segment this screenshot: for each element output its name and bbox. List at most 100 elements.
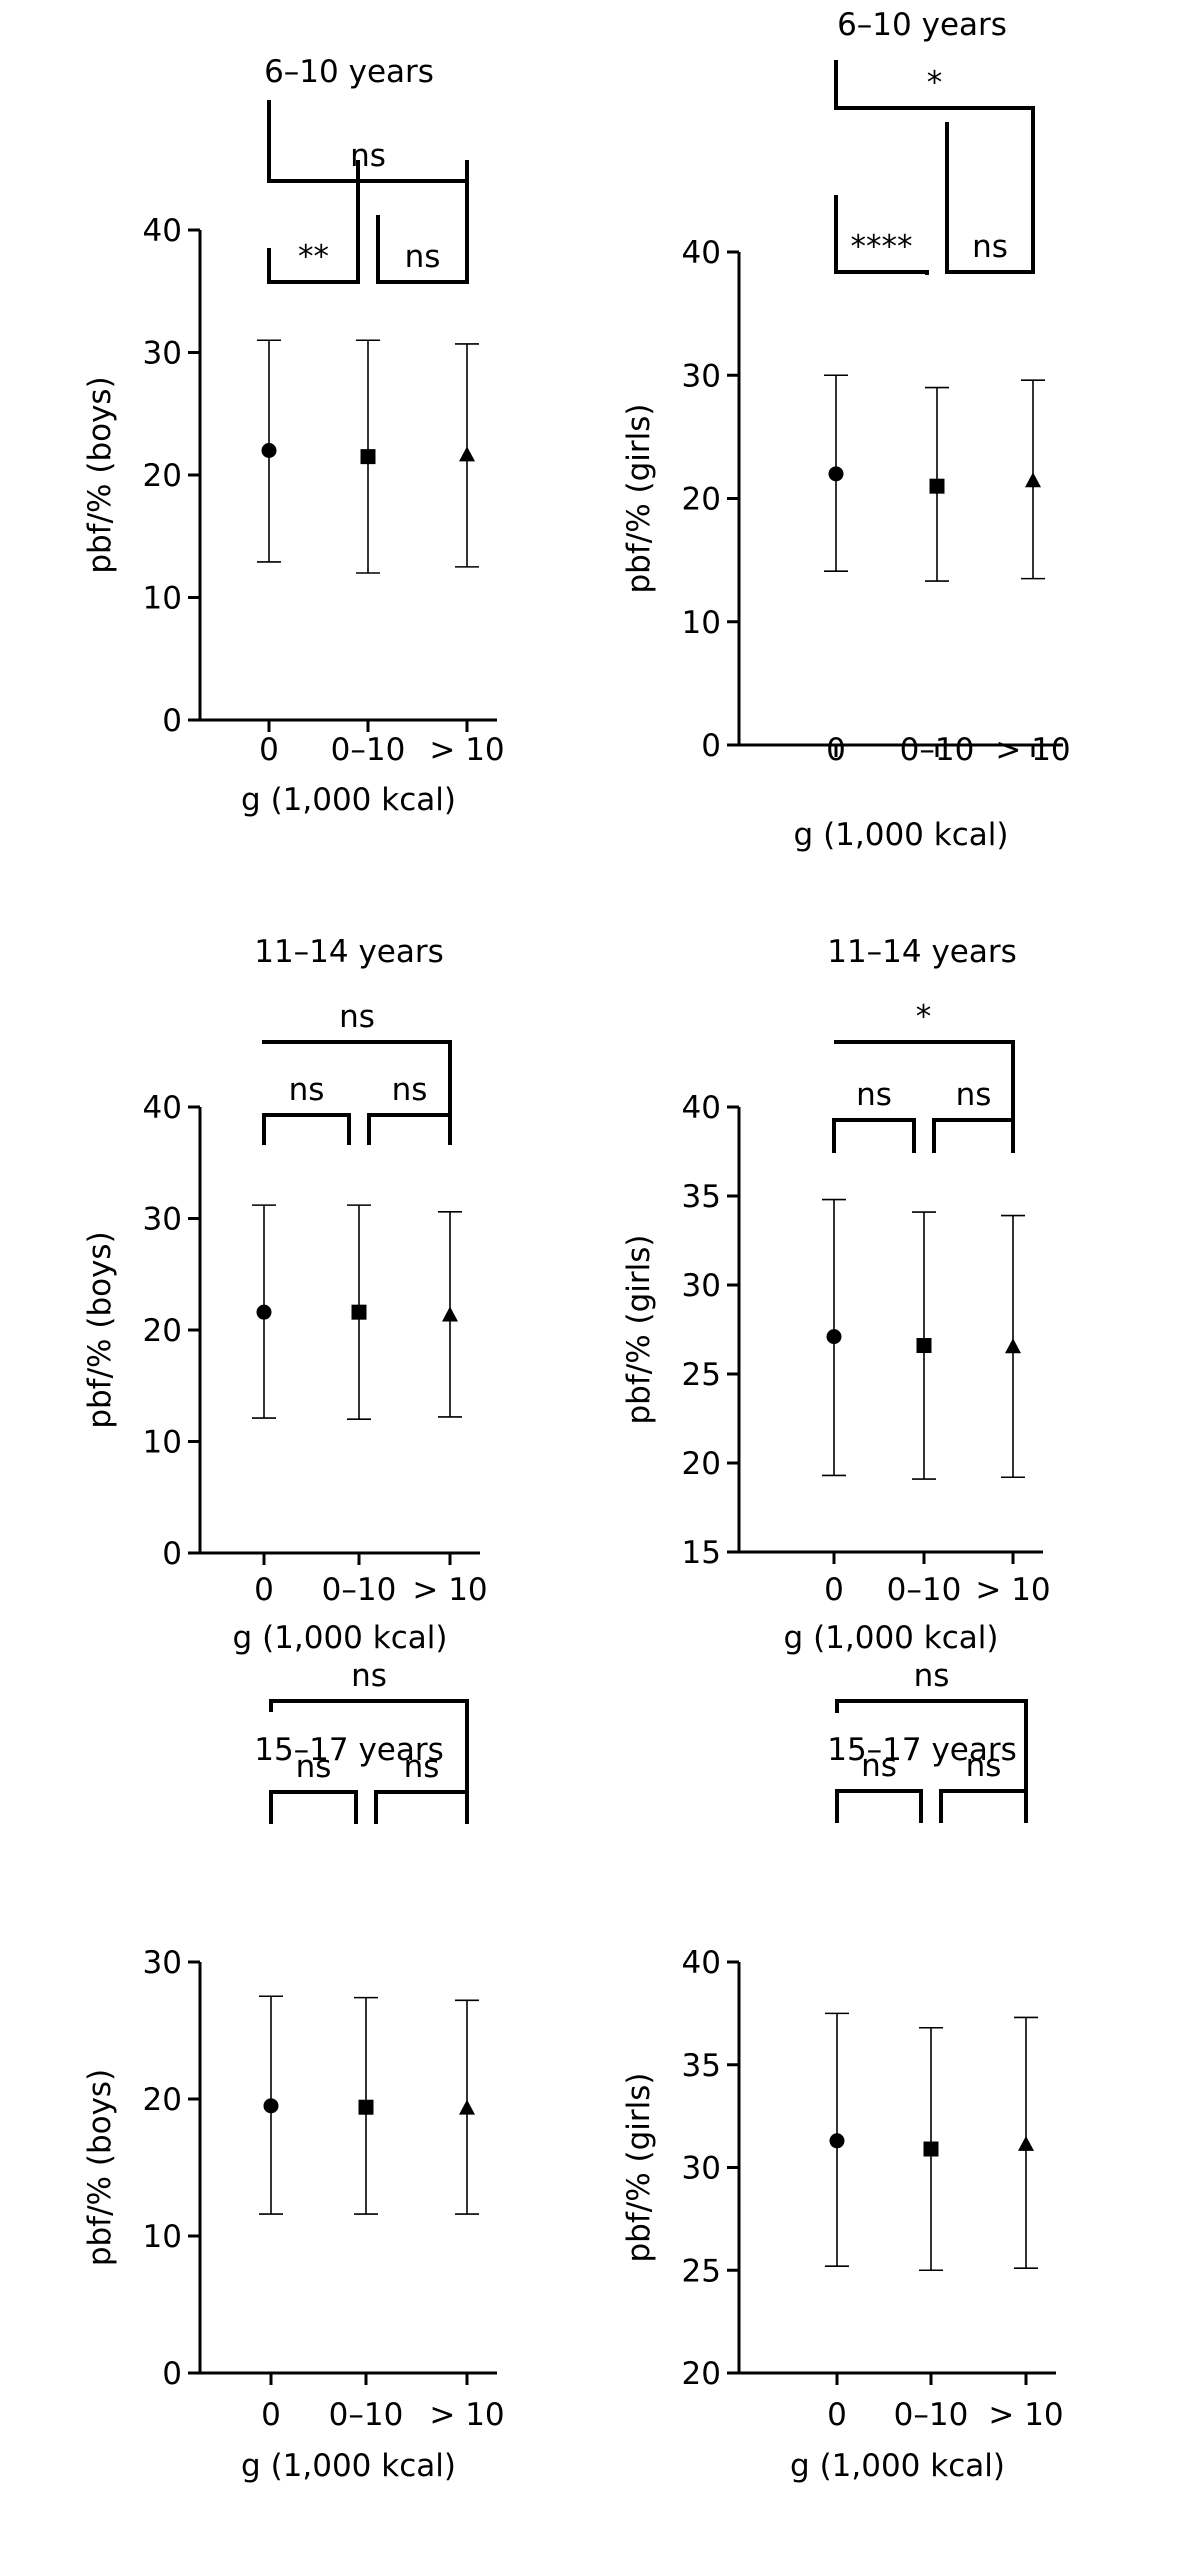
significance-label: ns [972, 229, 1008, 265]
significance-bracket [269, 1790, 358, 1824]
marker-circle [829, 2133, 845, 2149]
y-tick-label: 10 [143, 1425, 182, 1461]
chart-title: 11–14 years [827, 934, 1017, 970]
panel-6: 15–17 years 20 25 30 35 40 0 0–10 > 10 g (1,000 k… [621, 1658, 1064, 2484]
marker-square [358, 2099, 374, 2115]
significance-label: * [916, 999, 932, 1035]
data-point-0 [259, 1995, 283, 2215]
y-axis-label: pbf/% (girls) [621, 1234, 657, 1424]
y-tick-label: 20 [682, 2356, 721, 2392]
data-point-0 [822, 1198, 846, 1477]
marker-square [916, 1338, 932, 1354]
y-tick-label: 0 [162, 703, 182, 739]
y-tick-label: 30 [682, 1268, 721, 1304]
marker-triangle [1018, 2135, 1034, 2151]
significance-label: ns [405, 239, 441, 275]
marker-circle [826, 1329, 842, 1345]
panel-2: 6–10 years 0 10 20 30 40 0 0–10 > 10 g (1,000 kca… [621, 7, 1071, 853]
significance-bracket [269, 1699, 469, 1824]
y-tick-label: 20 [143, 2082, 182, 2118]
data-point-> 10 [1014, 2016, 1038, 2269]
significance-label: ** [298, 239, 329, 275]
y-tick-label: 0 [162, 2356, 182, 2392]
x-tick-label: > 10 [429, 732, 504, 768]
x-tick-label: > 10 [988, 2397, 1063, 2433]
panel-5: 15–17 years 0 10 20 30 0 0–10 > 10 g (1,000 kcal… [82, 1658, 505, 2484]
data-point-> 10 [455, 343, 479, 568]
x-tick-label: 0–10 [331, 732, 406, 768]
x-tick-label: 0 [824, 1572, 844, 1608]
x-tick-label: > 10 [995, 732, 1070, 768]
significance-label: ns [914, 1658, 950, 1694]
y-tick-label: 40 [682, 1090, 721, 1126]
y-tick-label: 25 [682, 2253, 721, 2289]
data-point-> 10 [438, 1211, 462, 1418]
x-axis-label: g (1,000 kcal) [241, 2448, 456, 2484]
y-tick-label: 35 [682, 2048, 721, 2084]
marker-triangle [1005, 1338, 1021, 1354]
y-tick-label: 40 [682, 1945, 721, 1981]
x-tick-label: 0–10 [894, 2397, 969, 2433]
marker-square [360, 449, 376, 465]
x-tick-label: 0–10 [900, 732, 975, 768]
significance-bracket [835, 1789, 923, 1823]
significance-label: ns [289, 1072, 325, 1108]
marker-triangle [1025, 472, 1041, 488]
significance-label: ns [350, 138, 386, 174]
significance-bracket [367, 1113, 452, 1145]
significance-label: * [927, 65, 943, 101]
marker-square [929, 478, 945, 494]
y-tick-label: 25 [682, 1357, 721, 1393]
marker-square [923, 2141, 939, 2157]
y-axis-label: pbf/% (girls) [621, 2072, 657, 2262]
significance-label: **** [851, 229, 913, 265]
y-axis-label: pbf/% (boys) [82, 2069, 118, 2266]
x-tick-label: > 10 [412, 1572, 487, 1608]
significance-bracket [834, 60, 1035, 212]
significance-label: ns [339, 999, 375, 1035]
x-tick-label: > 10 [429, 2397, 504, 2433]
chart-title: 6–10 years [264, 54, 434, 90]
panel-1: 6–10 years 0 10 20 30 40 0 0–10 > 10 g (1,000 kca… [82, 54, 505, 818]
x-tick-label: > 10 [975, 1572, 1050, 1608]
significance-bracket [374, 1790, 469, 1824]
x-axis-label: g (1,000 kcal) [241, 782, 456, 818]
data-point-0 [257, 339, 281, 563]
y-tick-label: 10 [143, 2219, 182, 2255]
marker-circle [828, 466, 844, 482]
panel-4: 11–14 years 15 20 25 30 35 40 0 0–10 > 10 g (1,000… [621, 934, 1051, 1656]
y-axis-label: pbf/% (boys) [82, 376, 118, 573]
y-tick-label: 20 [143, 1313, 182, 1349]
data-point-0 [252, 1204, 276, 1419]
data-point-0–10 [925, 386, 949, 582]
significance-bracket [939, 1789, 1028, 1823]
y-tick-label: 30 [682, 2151, 721, 2187]
y-tick-label: 20 [682, 482, 721, 518]
x-tick-label: 0–10 [322, 1572, 397, 1608]
marker-triangle [459, 446, 475, 462]
significance-bracket [262, 1113, 351, 1145]
data-point-0–10 [347, 1204, 371, 1420]
y-tick-label: 10 [682, 605, 721, 641]
chart-title: 15–17 years [254, 1732, 444, 1768]
y-axis-label: pbf/% (girls) [621, 403, 657, 593]
x-tick-label: 0 [261, 2397, 281, 2433]
significance-bracket [835, 1699, 1028, 1823]
data-point-0 [825, 2012, 849, 2267]
x-axis-label: g (1,000 kcal) [794, 817, 1009, 853]
marker-circle [261, 443, 277, 458]
data-point-0–10 [919, 2026, 943, 2272]
chart-title: 6–10 years [837, 7, 1007, 43]
x-tick-label: 0 [827, 2397, 847, 2433]
y-tick-label: 30 [143, 1945, 182, 1981]
significance-label: ns [966, 1748, 1002, 1784]
significance-bracket [832, 1118, 916, 1153]
data-point-0–10 [356, 339, 380, 574]
y-tick-label: 15 [682, 1535, 721, 1571]
x-tick-label: 0 [254, 1572, 274, 1608]
significance-label: ns [856, 1077, 892, 1113]
significance-bracket [932, 1118, 1015, 1153]
significance-bracket [262, 1040, 452, 1145]
marker-circle [256, 1304, 272, 1320]
significance-bracket [834, 1040, 1015, 1153]
